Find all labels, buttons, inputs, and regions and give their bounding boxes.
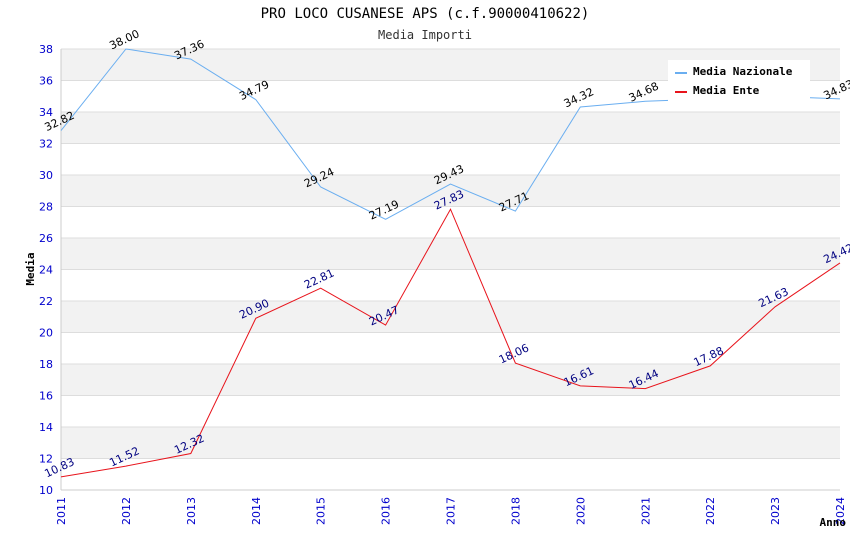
y-tick-label: 12 — [39, 453, 53, 466]
x-tick-label: 2012 — [120, 497, 133, 525]
y-tick-label: 26 — [39, 232, 53, 245]
grid-band — [61, 238, 840, 270]
grid-band — [61, 301, 840, 333]
grid-band — [61, 112, 840, 144]
x-tick-label: 2013 — [185, 497, 198, 525]
y-axis-label: Media — [24, 252, 37, 285]
x-axis-label: Anno — [820, 516, 847, 529]
x-tick-label: 2014 — [250, 497, 263, 525]
x-tick-label: 2011 — [55, 497, 68, 525]
y-tick-label: 32 — [39, 138, 53, 151]
y-tick-label: 34 — [39, 106, 53, 119]
legend-box — [668, 60, 810, 102]
y-axis-ticks: 10 12 14 16 18 20 22 24 26 28 30 32 34 36 38 — [39, 43, 53, 497]
x-tick-label: 2018 — [509, 497, 522, 525]
x-tick-label: 2021 — [639, 497, 652, 525]
x-tick-label: 2020 — [574, 497, 587, 525]
grid-band — [61, 364, 840, 396]
y-tick-label: 18 — [39, 358, 53, 371]
y-tick-label: 20 — [39, 327, 53, 340]
grid-band — [61, 175, 840, 207]
y-tick-label: 36 — [39, 75, 53, 88]
chart-title: PRO LOCO CUSANESE APS (c.f.90000410622) — [261, 6, 590, 22]
y-tick-label: 30 — [39, 169, 53, 182]
series-line-ente — [60, 208, 841, 478]
data-label: 18.06 — [497, 341, 531, 366]
x-tick-label: 2017 — [445, 497, 458, 525]
y-tick-label: 16 — [39, 390, 53, 403]
x-axis-ticks: 2011 2012 2013 2014 2015 2016 2017 2018 2020 2021… — [55, 497, 847, 525]
y-tick-label: 14 — [39, 421, 53, 434]
legend-label-ente: Media Ente — [693, 84, 760, 97]
legend-label-nazionale: Media Nazionale — [693, 65, 793, 78]
x-tick-label: 2015 — [315, 497, 328, 525]
y-tick-label: 28 — [39, 201, 53, 214]
y-tick-label: 24 — [39, 264, 53, 277]
x-tick-label: 2023 — [769, 497, 782, 525]
y-tick-label: 10 — [39, 484, 53, 497]
chart-subtitle: Media Importi — [378, 28, 472, 42]
x-tick-label: 2022 — [704, 497, 717, 525]
y-tick-label: 22 — [39, 295, 53, 308]
data-label: 22.81 — [302, 267, 336, 292]
y-tick-label: 38 — [39, 43, 53, 56]
grid-bands — [61, 49, 840, 459]
x-tick-label: 2016 — [380, 497, 393, 525]
legend: Media Nazionale Media Ente — [668, 60, 810, 102]
x-tick-label: 2024 — [834, 497, 847, 525]
